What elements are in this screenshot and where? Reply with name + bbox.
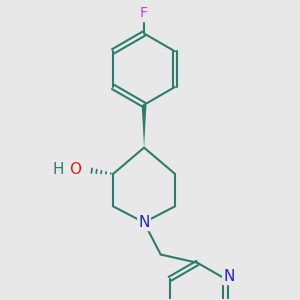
Text: O: O bbox=[69, 162, 81, 177]
Text: F: F bbox=[140, 6, 148, 20]
Text: N: N bbox=[138, 215, 150, 230]
Polygon shape bbox=[142, 105, 146, 148]
Text: H: H bbox=[53, 162, 64, 177]
Text: N: N bbox=[223, 269, 235, 284]
